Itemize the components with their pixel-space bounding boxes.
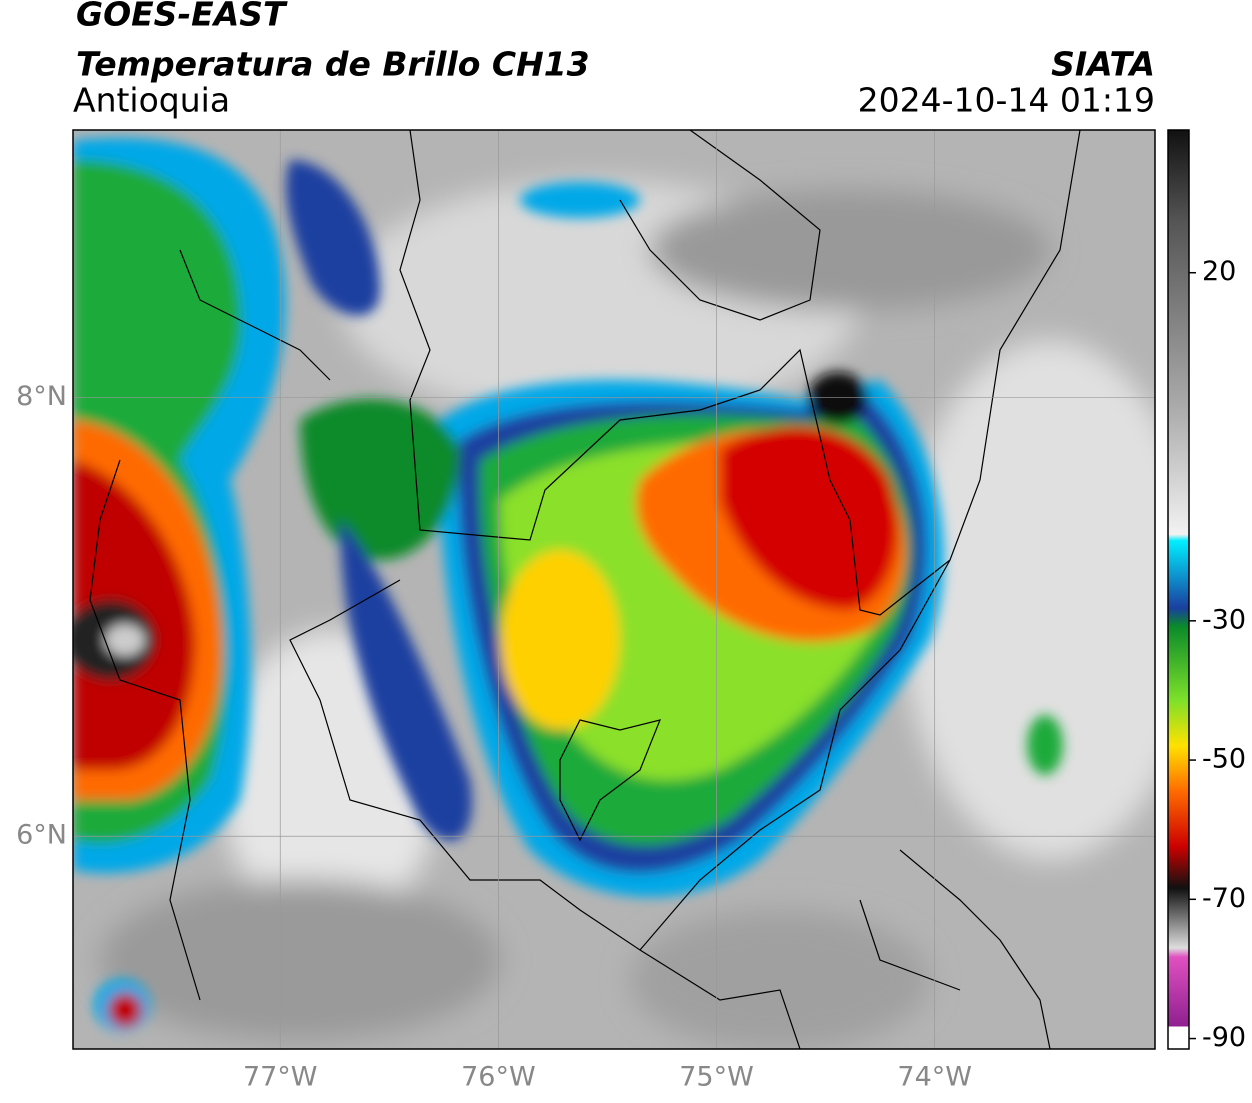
imagery [73,130,1155,1049]
lon-tick-label: 77°W [243,1062,318,1093]
lat-tick-label: 6°N [16,820,67,851]
colorbar-tick-label: -70 [1202,883,1246,914]
source: SIATA [1051,45,1155,84]
product: Temperatura de Brillo CH13 [76,45,590,84]
satellite: GOES-EAST [76,0,288,34]
colorbar-tick-label: 20 [1202,256,1236,287]
lon-tick-label: 75°W [679,1062,754,1093]
lon-tick-label: 74°W [897,1062,972,1093]
region: Antioquia [73,81,230,120]
colorbar [1167,129,1190,1050]
lat-tick-label: 8°N [16,381,67,412]
lon-tick-label: 76°W [461,1062,536,1093]
colorbar-tick-label: -30 [1202,604,1246,635]
colorbar-tick-label: -90 [1202,1022,1246,1053]
datetime: 2024-10-14 01:19 [858,81,1155,120]
graticule [73,130,1155,1049]
header: GOES-EAST Temperatura de Brillo CH13 Ant… [73,0,1155,120]
map-frame [72,129,1156,1050]
colorbar-tick-label: -50 [1202,744,1246,775]
